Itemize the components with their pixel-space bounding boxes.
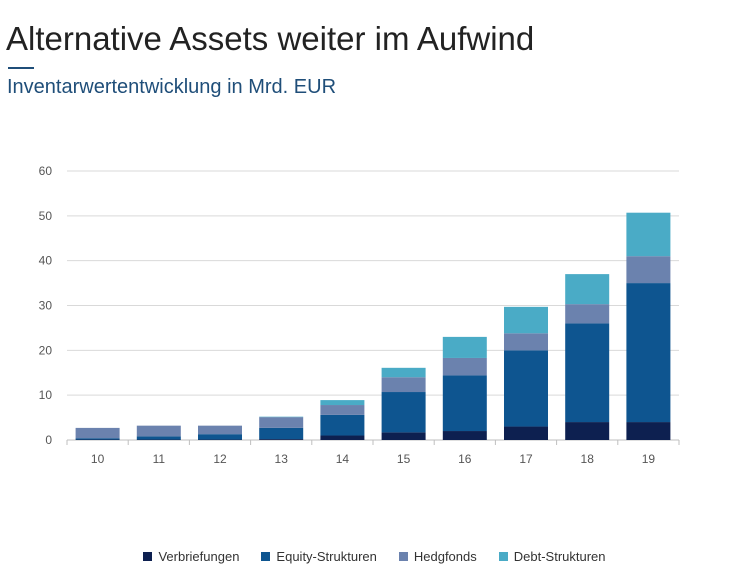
- y-tick-label: 30: [39, 299, 53, 313]
- bar-segment-verbriefungen: [259, 439, 304, 440]
- x-tick-label: 17: [519, 452, 533, 466]
- bar-segment-hedgfonds: [381, 377, 426, 393]
- bar-segment-verbriefungen: [565, 422, 610, 440]
- bar-segment-equity-strukturen: [565, 323, 610, 423]
- x-tick-label: 18: [581, 452, 595, 466]
- chart-legend: Verbriefungen Equity-Strukturen Hedgfond…: [0, 549, 749, 564]
- bar-segment-hedgfonds: [136, 425, 181, 437]
- bar-segment-hedgfonds: [198, 425, 242, 435]
- bar-segment-hedgfonds: [442, 357, 487, 376]
- bar-segment-verbriefungen: [504, 426, 548, 440]
- bar-segment-debt-strukturen: [381, 367, 426, 378]
- legend-item-equity-strukturen: Equity-Strukturen: [261, 549, 377, 564]
- y-tick-label: 10: [39, 388, 53, 402]
- chart-subtitle: Inventarwertentwicklung in Mrd. EUR: [7, 76, 337, 98]
- bar-segment-equity-strukturen: [626, 283, 671, 423]
- bar-segment-equity-strukturen: [442, 375, 487, 432]
- y-tick-label: 0: [45, 433, 52, 447]
- x-tick-label: 13: [275, 452, 289, 466]
- bar-segment-hedgfonds: [504, 333, 548, 351]
- bar-segment-debt-strukturen: [320, 400, 365, 406]
- x-tick-label: 19: [642, 452, 656, 466]
- legend-swatch-debt-strukturen: [498, 552, 508, 561]
- x-tick-label: 10: [91, 452, 105, 466]
- bar-segment-hedgfonds: [259, 417, 304, 428]
- y-tick-label: 60: [39, 164, 53, 178]
- legend-item-hedgfonds: Hedgfonds: [398, 549, 477, 564]
- legend-label-hedgfonds: Hedgfonds: [413, 549, 477, 564]
- legend-item-debt-strukturen: Debt-Strukturen: [498, 549, 606, 564]
- legend-label-equity-strukturen: Equity-Strukturen: [276, 549, 377, 564]
- y-tick-label: 40: [39, 254, 53, 268]
- y-tick-label: 50: [39, 209, 53, 223]
- bar-segment-equity-strukturen: [381, 392, 426, 433]
- chart-title: Alternative Assets weiter im Aufwind: [6, 20, 535, 57]
- bar-segment-equity-strukturen: [259, 427, 304, 440]
- bar-segment-verbriefungen: [442, 431, 487, 440]
- x-tick-label: 11: [153, 452, 166, 466]
- x-tick-label: 14: [336, 452, 350, 466]
- bar-segment-debt-strukturen: [442, 336, 487, 358]
- bar-segment-equity-strukturen: [504, 350, 548, 427]
- bar-segment-debt-strukturen: [626, 212, 671, 257]
- x-tick-label: 15: [397, 452, 411, 466]
- legend-swatch-equity-strukturen: [261, 552, 271, 561]
- x-tick-label: 16: [458, 452, 472, 466]
- x-tick-label: 12: [213, 452, 227, 466]
- legend-label-debt-strukturen: Debt-Strukturen: [513, 549, 606, 564]
- legend-swatch-hedgfonds: [398, 552, 408, 561]
- bar-segment-debt-strukturen: [504, 306, 548, 334]
- bar-segment-equity-strukturen: [320, 414, 365, 436]
- legend-item-verbriefungen: Verbriefungen: [143, 549, 239, 564]
- bar-segment-verbriefungen: [381, 432, 426, 440]
- bar-segment-equity-strukturen: [136, 436, 181, 440]
- title-underline: [8, 67, 34, 69]
- bar-segment-verbriefungen: [320, 435, 365, 440]
- bar-segment-equity-strukturen: [198, 434, 242, 440]
- bar-segment-verbriefungen: [626, 422, 671, 440]
- bar-segment-debt-strukturen: [565, 274, 610, 305]
- bar-segment-hedgfonds: [75, 427, 120, 439]
- bar-segment-hedgfonds: [320, 405, 365, 415]
- y-tick-label: 20: [39, 343, 53, 357]
- legend-swatch-verbriefungen: [143, 552, 153, 561]
- bar-segment-equity-strukturen: [75, 438, 120, 440]
- legend-label-verbriefungen: Verbriefungen: [158, 549, 240, 564]
- bar-segment-hedgfonds: [565, 304, 610, 324]
- bar-segment-hedgfonds: [626, 256, 671, 284]
